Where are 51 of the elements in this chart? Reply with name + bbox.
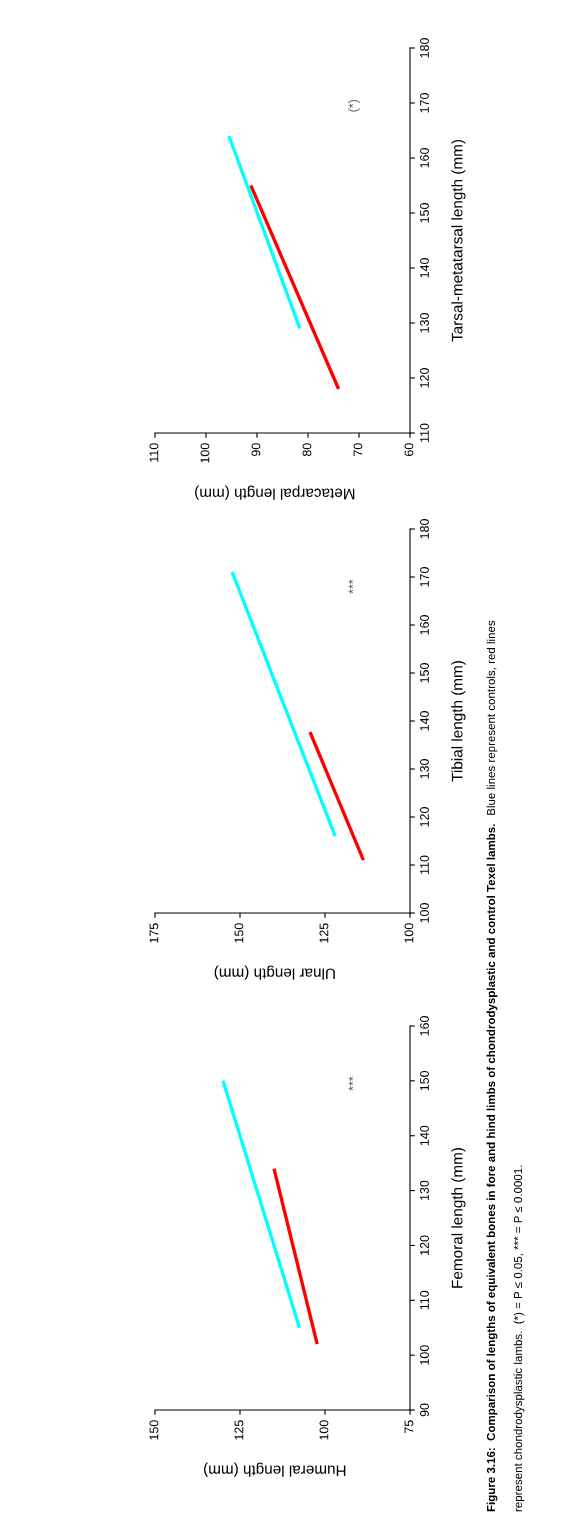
y-tick-label: 100	[420, 1345, 429, 1365]
y-tick-label: 160	[420, 1016, 429, 1036]
y-tick-label: 120	[420, 368, 429, 388]
y-tick-label: 110	[420, 1290, 429, 1310]
x-tick-label: 100	[200, 443, 210, 463]
x-tick-label: 175	[149, 923, 159, 943]
x-tick-label: 100	[404, 923, 414, 943]
x-tick-label: 80	[302, 443, 312, 457]
y-tick-label: 180	[420, 38, 429, 58]
y-tick-label: 170	[420, 567, 429, 587]
y-axis-title: Tibial length (mm)	[451, 661, 466, 782]
y-tick-label: 140	[420, 1125, 429, 1146]
y-tick-label: 130	[420, 313, 429, 333]
y-tick-label: 120	[420, 807, 429, 827]
x-tick-label: 125	[234, 1420, 244, 1440]
y-tick-label: 90	[420, 1403, 429, 1417]
y-tick-label: 110	[420, 855, 429, 875]
y-tick-label: 160	[420, 148, 429, 168]
x-axis-title: Ulnar length (mm)	[214, 965, 335, 980]
y-tick-label: 150	[420, 1070, 429, 1091]
annotation: (*)	[348, 99, 360, 112]
x-tick-label: 150	[234, 923, 244, 943]
x-tick-label: 110	[149, 443, 159, 462]
y-tick-label: 130	[420, 759, 429, 779]
annotation: ***	[348, 1076, 353, 1091]
y-axis-title: Femoral length (mm)	[451, 1148, 466, 1288]
y-tick-label: 130	[420, 1180, 429, 1201]
annotation: ***	[348, 579, 353, 594]
x-axis-title: Humeral length (mm)	[204, 1462, 346, 1477]
y-tick-label: 150	[420, 663, 429, 683]
y-tick-label: 170	[420, 93, 429, 113]
x-axis-title: Metacarpal length (mm)	[195, 485, 355, 500]
x-tick-label: 60	[404, 443, 414, 456]
text: Blue lines represent controls, red lines	[486, 620, 498, 815]
x-tick-label: 70	[353, 443, 363, 456]
x-tick-label: 75	[404, 1420, 414, 1433]
y-axis-title: Tarsal-metatarsal length (mm)	[451, 139, 466, 342]
text: represent chondrodysplastic lambs. (*) = P ≤ 0.05, *** = P ≤ 0.0001.	[513, 1165, 525, 1512]
y-tick-label: 140	[420, 711, 429, 731]
y-tick-label: 160	[420, 615, 429, 635]
y-tick-label: 120	[420, 1235, 429, 1255]
x-tick-label: 125	[319, 923, 329, 943]
x-tick-label: 90	[251, 443, 261, 457]
caption: Figure 3.16: Comparison of lengths of equivalent bones in fore and hind limbs of chondrodysplastic and control Texel lambs.	[486, 824, 498, 1512]
x-tick-label: 150	[149, 1420, 159, 1440]
y-tick-label: 180	[420, 519, 429, 539]
y-tick-label: 100	[420, 903, 429, 923]
y-tick-label: 140	[420, 258, 429, 278]
y-tick-label: 150	[420, 203, 429, 223]
x-tick-label: 100	[319, 1420, 329, 1440]
y-tick-label: 110	[420, 423, 429, 443]
